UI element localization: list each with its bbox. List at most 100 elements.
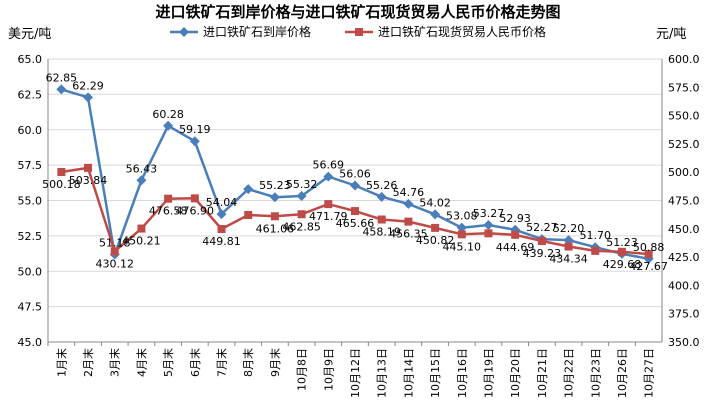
data-label: 56.69 [313,159,345,172]
data-label: 55.32 [286,178,318,191]
right-tick-label: 450.0 [668,223,700,236]
data-label: 55.26 [366,179,398,192]
left-tick-label: 45.0 [18,336,43,349]
x-category-label: 10月27日 [643,348,656,398]
data-label: 427.67 [629,260,668,273]
right-tick-label: 600.0 [668,53,700,66]
left-axis-ticks: 45.0 47.5 50.0 52.5 55.0 57.5 60.0 62.5 65.0 [18,53,43,349]
data-label: 471.79 [309,210,348,223]
diamond-marker [243,184,254,195]
square-marker [351,207,359,216]
data-label: 54.04 [206,196,238,209]
data-label: 56.43 [126,162,158,175]
x-category-label: 10月13日 [376,348,389,398]
right-tick-label: 350.0 [668,336,700,349]
data-label: 56.06 [339,168,371,181]
data-label: 429.68 [603,258,642,271]
data-label: 465.66 [336,217,375,230]
square-marker [591,246,600,255]
data-label: 476.58 [149,205,188,218]
square-marker [137,224,146,233]
square-marker [431,223,440,232]
x-category-label: 10月19日 [482,348,495,398]
x-category-label: 10月9日 [322,348,335,391]
chart-title: 进口铁矿石到岸价格与进口铁矿石现货贸易人民币价格走势图 [155,3,560,21]
square-marker [377,215,386,224]
square-marker [297,210,306,219]
x-category-label: 10月26日 [616,348,629,398]
data-label: 456.35 [389,228,428,241]
square-marker [644,250,653,259]
x-category-label: 2月末 [81,348,95,377]
square-marker [404,217,413,226]
data-label: 476.90 [176,204,215,217]
x-category-label: 10月22日 [563,348,576,398]
legend-label-series-2: 进口铁矿石现货贸易人民币价格 [378,24,546,39]
diamond-marker [216,209,227,220]
legend: 进口铁矿石到岸价格 进口铁矿石现货贸易人民币价格 [170,24,546,39]
data-label: 51.23 [606,236,638,249]
data-label: 500.18 [42,178,81,191]
right-tick-label: 425.0 [668,251,700,264]
data-label: 54.02 [419,196,451,209]
diamond-marker [189,136,200,147]
data-label: 434.34 [549,253,588,266]
data-label: 445.10 [443,240,482,253]
square-marker [57,167,66,176]
legend-square-marker-icon [355,28,363,36]
square-marker [511,230,520,239]
data-label: 53.27 [473,207,505,220]
diamond-marker [430,209,441,220]
right-tick-label: 500.0 [668,166,700,179]
data-label: 62.85 [46,71,78,84]
diamond-marker [136,175,147,186]
square-marker [537,236,546,245]
left-tick-label: 52.5 [18,230,43,243]
square-marker [244,210,253,219]
right-tick-label: 375.0 [668,308,700,321]
data-label: 53.08 [446,210,478,223]
diamond-marker [483,219,494,230]
series-markers [56,84,654,264]
data-label: 444.69 [496,241,535,254]
x-category-label: 10月21日 [536,348,549,398]
x-category-label: 10月20日 [509,348,522,398]
left-axis-unit: 美元/吨 [8,27,51,42]
x-category-label: 7月末 [215,348,229,377]
x-category-label: 10月14日 [402,348,415,398]
diamond-marker [163,120,174,131]
left-tick-label: 60.0 [18,124,43,137]
data-label: 503.84 [69,174,108,187]
diamond-marker [456,222,467,233]
data-label: 450.21 [122,235,161,248]
right-tick-label: 575.0 [668,81,700,94]
left-tick-label: 47.5 [18,301,43,314]
right-tick-label: 550.0 [668,110,700,123]
data-label: 430.12 [95,257,134,270]
x-category-label: 10月15日 [429,348,442,398]
legend-diamond-marker-icon [179,27,189,37]
diamond-marker [296,190,307,201]
left-tick-label: 65.0 [18,53,43,66]
data-label: 55.23 [259,179,291,192]
x-category-label: 10月8日 [296,348,309,391]
data-label: 62.29 [72,79,104,92]
x-category-label: 6月末 [188,348,202,377]
x-category-label: 4月末 [134,348,148,377]
square-marker [324,200,333,209]
diamond-marker [83,92,94,103]
gridlines [48,58,662,308]
diamond-marker [350,180,360,191]
data-label: 54.76 [393,186,425,199]
data-label: 461.06 [256,222,295,235]
x-category-label: 10月12日 [349,348,362,398]
left-tick-label: 50.0 [18,265,43,278]
data-label: 60.28 [152,108,184,121]
square-marker [484,229,493,238]
diamond-marker [376,191,387,202]
data-label: 462.85 [282,220,321,233]
data-label: 59.19 [179,123,211,136]
right-axis-unit: 元/吨 [656,27,686,42]
square-marker [457,230,466,239]
